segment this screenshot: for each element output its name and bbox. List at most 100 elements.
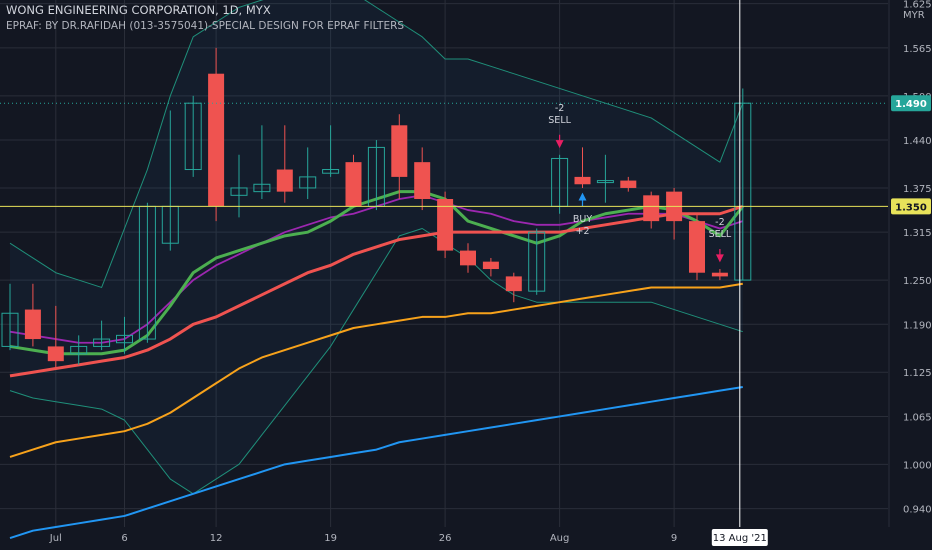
y-tick-label: 1.315	[903, 228, 932, 239]
price-axis: 0.940 1.000 1.065 1.125 1.190 1.250 1.315 1.375…	[888, 0, 932, 527]
chart-title: WONG ENGINEERING CORPORATION, 1D, MYX	[6, 3, 271, 17]
candle	[24, 283, 41, 347]
crosshair-date-label: 13 Aug '21	[713, 533, 767, 544]
candle-body	[93, 338, 111, 347]
y-tick-label: 1.125	[903, 368, 932, 379]
signal-label: +2	[575, 226, 589, 237]
time-axis: Jul 6 12 19 26 Aug 9 13 Aug '21	[49, 529, 768, 546]
line-ema_mid	[9, 204, 744, 378]
candle	[437, 191, 454, 258]
y-tick-label: 1.625	[903, 0, 932, 11]
candle-body	[482, 261, 499, 270]
x-tick-label: 9	[671, 533, 677, 544]
candle-body	[70, 345, 88, 355]
grid-lines	[0, 0, 888, 527]
candle	[208, 47, 225, 222]
candle	[689, 213, 705, 281]
y-tick-label: 1.565	[903, 44, 932, 55]
candle	[47, 305, 64, 369]
candle	[276, 125, 293, 203]
candle	[299, 147, 317, 200]
y-tick-label: 1.440	[903, 136, 932, 147]
candle-body	[230, 187, 248, 196]
line-bb_upper	[9, 0, 744, 288]
x-tick-label: 19	[324, 533, 337, 544]
line-bb_lower	[9, 227, 743, 495]
y-tick-label: 1.190	[903, 320, 932, 331]
chart-subtitle: EPRAF: BY DR.RAFIDAH (013-3575041)-SPECI…	[6, 20, 405, 32]
candle-body	[322, 169, 340, 174]
candle	[505, 272, 522, 303]
buy-arrow	[578, 192, 587, 206]
sell-arrow	[715, 249, 724, 263]
candle	[620, 176, 637, 192]
candle-body	[24, 309, 41, 340]
crosshair	[0, 0, 888, 527]
candle	[391, 114, 408, 200]
candle-body	[574, 176, 591, 185]
candle-body	[47, 346, 64, 362]
candle-body	[116, 334, 133, 344]
candle-body	[184, 102, 202, 171]
signal-label: -2	[555, 103, 564, 114]
candle	[70, 335, 88, 365]
x-tick-label: 26	[439, 533, 452, 544]
signal-label: BUY	[573, 214, 592, 225]
candle-body	[414, 162, 431, 200]
price-label: 1.490	[895, 99, 927, 110]
candle-body	[299, 176, 317, 189]
candle-body	[345, 162, 362, 207]
crosshair-date-bg	[711, 529, 768, 546]
candle	[345, 154, 362, 207]
candle-body	[437, 199, 454, 251]
candle	[230, 154, 248, 218]
candle-body	[505, 276, 522, 292]
signal-label: -2	[715, 217, 724, 228]
candle-body	[528, 231, 546, 292]
line-ma_blue	[9, 385, 743, 540]
x-tick-label: 12	[210, 533, 223, 544]
candle-body	[596, 180, 614, 184]
signal-label: SELL	[548, 115, 571, 126]
candle-body	[734, 102, 752, 281]
candles	[1, 47, 752, 369]
candle	[116, 316, 133, 354]
line-ma_orange	[9, 282, 743, 458]
y-tick-label: 1.000	[903, 460, 932, 471]
candle-body	[253, 183, 271, 193]
candle-body	[276, 169, 293, 192]
candle	[528, 228, 546, 295]
candle-body	[711, 272, 728, 277]
candle-body	[689, 221, 705, 273]
price-label: 1.350	[895, 202, 927, 213]
sell-arrow	[555, 134, 564, 149]
currency-label: MYR	[903, 10, 925, 21]
candle-body	[1, 312, 19, 347]
candle	[460, 243, 476, 273]
candle	[643, 191, 660, 229]
x-tick-label: 6	[121, 533, 127, 544]
y-tick-label: 1.250	[903, 276, 932, 287]
candle	[1, 283, 19, 351]
x-tick-label: Aug	[550, 533, 570, 544]
candle	[322, 125, 340, 177]
candle	[93, 320, 111, 351]
candle	[414, 147, 431, 211]
y-tick-label: 0.940	[903, 505, 932, 516]
y-tick-label: 1.065	[903, 412, 932, 423]
y-tick-label: 1.375	[903, 184, 932, 195]
candle	[253, 125, 271, 200]
price-label-bg	[891, 198, 931, 215]
indicator-lines	[9, 0, 744, 540]
x-tick-label: Jul	[49, 533, 62, 544]
candle	[184, 95, 202, 177]
candle-body	[208, 73, 225, 207]
candle	[596, 154, 614, 203]
candle-body	[620, 180, 637, 188]
candle	[482, 257, 499, 277]
candle-body	[643, 195, 660, 222]
signal-label: SELL	[709, 229, 732, 240]
